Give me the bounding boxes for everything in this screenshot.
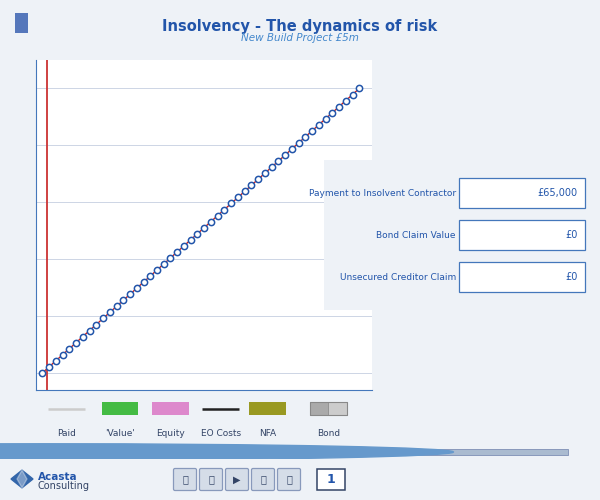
FancyBboxPatch shape xyxy=(251,468,275,490)
Text: Acasta: Acasta xyxy=(38,472,77,482)
Bar xyxy=(328,402,347,415)
Text: Consulting: Consulting xyxy=(38,481,90,491)
Text: ⏮: ⏮ xyxy=(182,474,188,484)
Bar xyxy=(44,448,568,456)
FancyBboxPatch shape xyxy=(199,468,223,490)
Bar xyxy=(310,402,347,415)
FancyBboxPatch shape xyxy=(458,178,586,208)
Text: 'Value': 'Value' xyxy=(105,429,135,438)
FancyBboxPatch shape xyxy=(173,468,197,490)
Bar xyxy=(250,402,286,415)
Text: Unsecured Creditor Claim: Unsecured Creditor Claim xyxy=(340,272,456,281)
Text: ⏭: ⏭ xyxy=(286,474,292,484)
Polygon shape xyxy=(11,470,33,488)
Text: ▶: ▶ xyxy=(233,474,241,484)
Polygon shape xyxy=(17,470,27,488)
FancyBboxPatch shape xyxy=(458,220,586,250)
Text: £65,000: £65,000 xyxy=(538,188,577,198)
Bar xyxy=(101,402,139,415)
Text: ⏩: ⏩ xyxy=(260,474,266,484)
Text: New Build Project £5m: New Build Project £5m xyxy=(241,33,359,43)
FancyBboxPatch shape xyxy=(317,469,345,490)
FancyBboxPatch shape xyxy=(277,468,301,490)
Text: Paid: Paid xyxy=(57,429,76,438)
Text: NFA: NFA xyxy=(259,429,277,438)
FancyBboxPatch shape xyxy=(458,262,586,292)
Text: £0: £0 xyxy=(565,272,577,282)
Text: Equity: Equity xyxy=(156,429,185,438)
Text: 1: 1 xyxy=(326,473,335,486)
Circle shape xyxy=(0,444,454,460)
Text: ⏪: ⏪ xyxy=(208,474,214,484)
Text: Bond: Bond xyxy=(317,429,340,438)
Bar xyxy=(152,402,189,415)
Text: EO Costs: EO Costs xyxy=(201,429,241,438)
Text: Payment to Insolvent Contractor: Payment to Insolvent Contractor xyxy=(309,188,456,198)
Text: Bond Claim Value: Bond Claim Value xyxy=(377,230,456,239)
FancyBboxPatch shape xyxy=(226,468,248,490)
Bar xyxy=(310,402,328,415)
Text: £0: £0 xyxy=(565,230,577,240)
Text: Insolvency - The dynamics of risk: Insolvency - The dynamics of risk xyxy=(163,18,437,34)
